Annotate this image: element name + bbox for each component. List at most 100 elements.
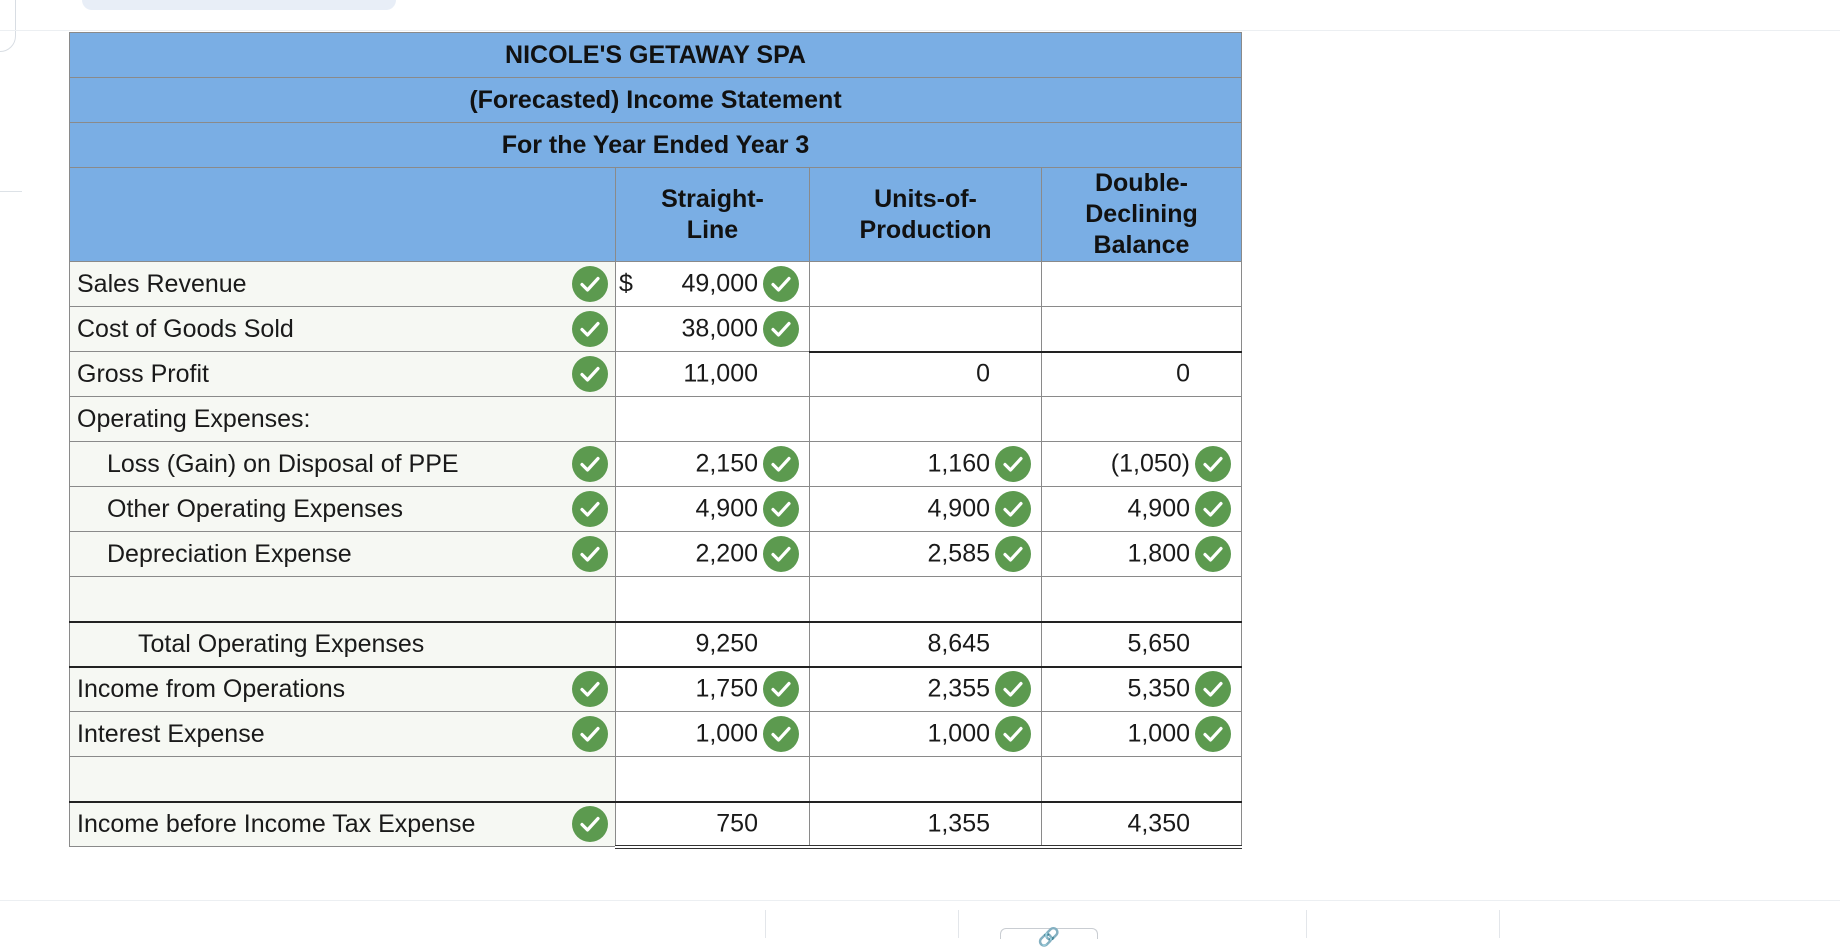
row-label: Operating Expenses: (69, 396, 616, 442)
check-circle-icon (1195, 716, 1231, 752)
column-header-units-of-production: Units-of- Production (809, 167, 1042, 262)
value-cell-ddb[interactable] (1041, 396, 1242, 442)
column-header-line: Units-of- (874, 184, 977, 213)
value-cell-sl[interactable]: 9,250 (615, 620, 810, 667)
divider (1499, 910, 1500, 938)
column-header-line: Balance (1093, 231, 1190, 259)
value-cell-ddb[interactable] (1041, 756, 1242, 802)
value-text: 1,750 (695, 674, 758, 703)
value-cell-ddb[interactable]: 0 (1041, 350, 1242, 397)
row-label-text: Loss (Gain) on Disposal of PPE (107, 449, 459, 478)
value-cell-ddb[interactable]: 5,350 (1041, 665, 1242, 712)
panel-corner (0, 0, 16, 52)
company-name: NICOLE'S GETAWAY SPA (69, 32, 1242, 78)
value-cell-sl[interactable]: 11,000 (615, 351, 810, 397)
check-circle-icon (763, 266, 799, 302)
value-cell-sl[interactable]: 1,000 (615, 711, 810, 757)
row-label-text: Income from Operations (77, 674, 346, 703)
value-cell-sl[interactable] (615, 756, 810, 802)
value-cell-uop[interactable]: 1,000 (809, 711, 1042, 757)
statement-period: For the Year Ended Year 3 (69, 122, 1242, 168)
value-cell-ddb[interactable] (1041, 306, 1242, 352)
check-circle-icon (995, 716, 1031, 752)
table-row: Income from Operations 1,750 2,355 5,350 (69, 665, 1242, 712)
value-cell-uop[interactable]: 4,900 (809, 486, 1042, 532)
value-cell-uop[interactable] (809, 576, 1042, 622)
value-cell-uop[interactable] (809, 261, 1042, 307)
row-label: Sales Revenue (69, 261, 616, 307)
value-cell-uop[interactable] (809, 396, 1042, 442)
row-label-text: Gross Profit (77, 359, 209, 388)
value-cell-sl[interactable] (615, 396, 810, 442)
value-text: 4,350 (1127, 809, 1190, 837)
row-label (69, 576, 616, 622)
row-label-text: Operating Expenses: (77, 404, 311, 433)
check-circle-icon (995, 446, 1031, 482)
value-text: 2,200 (695, 539, 758, 568)
row-label: Gross Profit (69, 351, 616, 397)
value-cell-sl[interactable] (615, 576, 810, 622)
value-cell-sl[interactable]: 38,000 (615, 306, 810, 352)
currency-symbol: $ (619, 269, 633, 298)
value-text: 1,160 (927, 449, 990, 478)
value-cell-uop[interactable] (809, 306, 1042, 352)
column-header-line: Line (686, 215, 739, 244)
value-text: 4,900 (1127, 494, 1190, 523)
value-cell-uop[interactable]: 2,585 (809, 531, 1042, 577)
value-cell-sl[interactable]: 4,900 (615, 486, 810, 532)
value-text: 49,000 (681, 269, 758, 298)
value-cell-uop[interactable]: 0 (809, 350, 1042, 397)
value-cell-uop[interactable]: 2,355 (809, 665, 1042, 712)
value-text: 38,000 (681, 314, 758, 343)
value-cell-ddb[interactable]: 4,900 (1041, 486, 1242, 532)
row-label-text: Income before Income Tax Expense (77, 809, 476, 838)
check-circle-icon (572, 446, 608, 482)
divider (958, 910, 959, 938)
statement-title: (Forecasted) Income Statement (69, 77, 1242, 123)
check-circle-icon (763, 491, 799, 527)
value-text: 1,000 (927, 719, 990, 748)
value-text: 0 (1176, 359, 1190, 388)
value-cell-sl[interactable]: $49,000 (615, 261, 810, 307)
blank-header-cell (69, 167, 616, 262)
value-cell-ddb[interactable]: 1,800 (1041, 531, 1242, 577)
table-row: Sales Revenue $49,000 (69, 261, 1242, 307)
value-cell-sl[interactable]: 2,200 (615, 531, 810, 577)
value-cell-ddb[interactable] (1041, 576, 1242, 622)
column-header-straight-line: Straight- Line (615, 167, 810, 262)
value-cell-uop[interactable]: 8,645 (809, 620, 1042, 667)
value-text: 2,585 (927, 539, 990, 568)
value-cell-uop[interactable]: 1,160 (809, 441, 1042, 487)
value-cell-sl[interactable]: 750 (615, 800, 810, 849)
row-label: Income before Income Tax Expense (69, 800, 616, 847)
value-cell-ddb[interactable]: 4,350 (1041, 800, 1242, 849)
value-cell-ddb[interactable] (1041, 261, 1242, 307)
top-tab-pill[interactable] (82, 0, 396, 10)
check-circle-icon (572, 311, 608, 347)
row-label: Income from Operations (69, 665, 616, 712)
value-cell-ddb[interactable]: 5,650 (1041, 620, 1242, 667)
check-circle-icon (572, 266, 608, 302)
table-row: Operating Expenses: (69, 396, 1242, 442)
value-cell-uop[interactable] (809, 756, 1042, 802)
value-text: 1,000 (695, 719, 758, 748)
value-text: 1,000 (1127, 719, 1190, 748)
table-row: Interest Expense 1,000 1,000 1,000 (69, 711, 1242, 757)
value-text: 5,650 (1127, 629, 1190, 658)
check-circle-icon (572, 491, 608, 527)
value-text: 8,645 (927, 629, 990, 658)
check-circle-icon (1195, 491, 1231, 527)
link-icon[interactable]: 🔗 (1000, 928, 1098, 946)
table-row (69, 756, 1242, 802)
value-cell-ddb[interactable]: 1,000 (1041, 711, 1242, 757)
check-circle-icon (763, 446, 799, 482)
value-cell-uop[interactable]: 1,355 (809, 800, 1042, 849)
value-cell-sl[interactable]: 2,150 (615, 441, 810, 487)
value-text: 750 (716, 809, 758, 837)
row-label-text: Other Operating Expenses (107, 494, 403, 523)
value-cell-ddb[interactable]: (1,050) (1041, 441, 1242, 487)
value-cell-sl[interactable]: 1,750 (615, 665, 810, 712)
check-circle-icon (763, 716, 799, 752)
row-label: Cost of Goods Sold (69, 306, 616, 352)
table-row: Total Operating Expenses 9,250 8,645 5,650 (69, 620, 1242, 667)
